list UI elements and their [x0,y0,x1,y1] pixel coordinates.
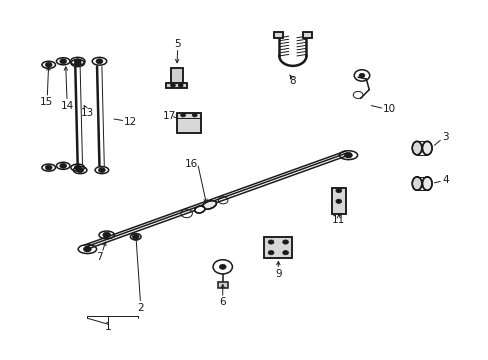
Circle shape [60,163,66,168]
Bar [171,68,182,84]
Ellipse shape [422,141,431,155]
Circle shape [45,62,52,67]
Bar [171,68,182,84]
Ellipse shape [202,201,216,209]
Bar [331,188,346,214]
Ellipse shape [411,177,421,190]
Circle shape [180,113,185,117]
Text: 10: 10 [382,104,395,114]
Bar [331,188,346,214]
Circle shape [77,168,83,172]
Circle shape [178,84,183,87]
Circle shape [96,59,102,64]
Circle shape [98,168,105,172]
Text: 5: 5 [174,39,181,49]
Circle shape [74,60,81,66]
Circle shape [60,59,66,64]
Circle shape [192,113,197,117]
Ellipse shape [422,177,431,190]
Circle shape [335,199,341,203]
Circle shape [335,189,341,193]
Circle shape [267,251,273,255]
Text: 6: 6 [219,297,225,307]
Text: 13: 13 [81,108,94,118]
Text: 3: 3 [441,132,448,143]
Circle shape [267,240,273,244]
Circle shape [83,246,91,252]
Bar [166,82,187,88]
Bar [166,82,187,88]
Text: 17: 17 [163,111,176,121]
Text: 7: 7 [96,252,102,262]
Text: 9: 9 [274,269,281,279]
Bar [218,283,227,288]
Bar [264,237,292,258]
Bar [177,113,201,133]
Text: 12: 12 [124,117,137,126]
Text: 8: 8 [289,76,296,86]
Text: 1: 1 [104,322,111,332]
Bar [273,32,283,38]
Circle shape [358,73,364,77]
Ellipse shape [194,206,204,213]
Ellipse shape [411,141,421,155]
Bar [264,237,292,258]
Circle shape [344,152,351,158]
Circle shape [45,165,52,170]
Bar [273,32,283,38]
Circle shape [102,232,110,238]
Bar [177,113,201,133]
Bar [302,32,311,38]
Circle shape [74,59,81,64]
Text: 14: 14 [61,100,74,111]
Circle shape [282,251,288,255]
Circle shape [132,234,139,239]
Circle shape [219,264,225,269]
Circle shape [74,165,81,170]
Text: 16: 16 [184,159,198,169]
Bar [302,32,311,38]
Text: 15: 15 [40,97,53,107]
Circle shape [282,240,288,244]
Circle shape [170,84,175,87]
Text: 11: 11 [331,215,345,225]
Text: 2: 2 [137,303,143,313]
Text: 4: 4 [441,175,448,185]
